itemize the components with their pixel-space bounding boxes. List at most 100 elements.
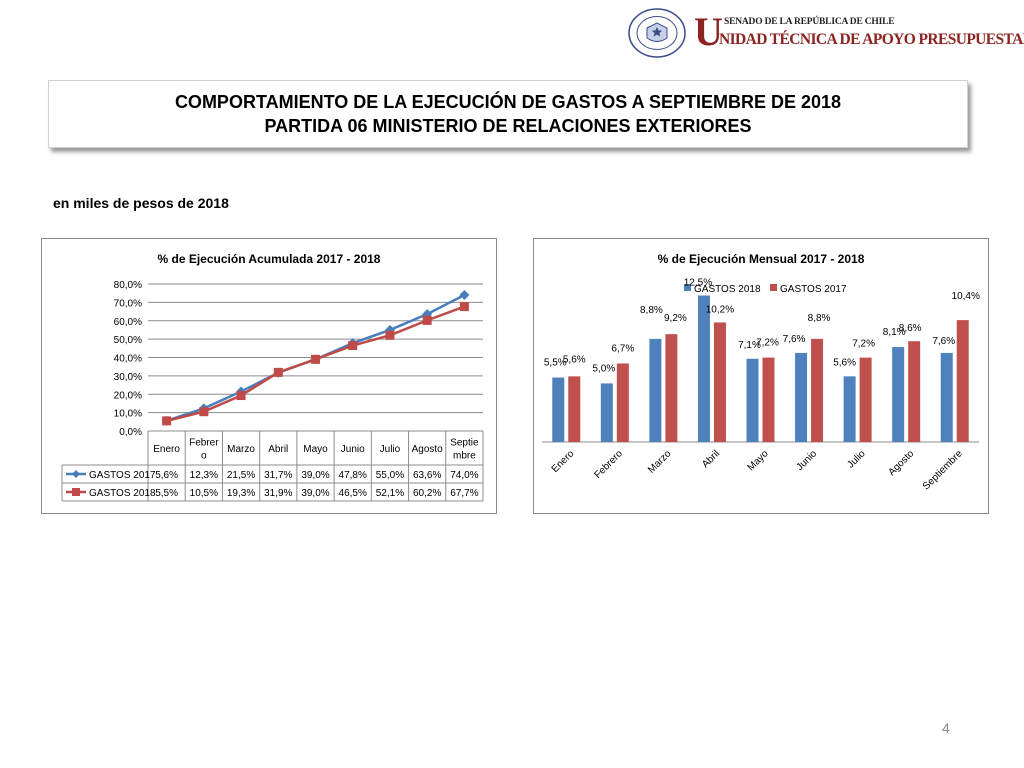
bar-0 [600, 383, 613, 442]
cumulative-execution-chart: % de Ejecución Acumulada 2017 - 2018 0,0%… [41, 238, 497, 514]
data-point-marker [162, 416, 172, 426]
bar-1 [908, 341, 921, 442]
bar-data-label: 7,1% [738, 340, 761, 351]
bar-1 [713, 322, 726, 442]
bar-1 [665, 334, 678, 442]
data-point-marker [236, 391, 246, 401]
bar-data-label: 5,5% [544, 358, 567, 369]
table-cell-value: 74,0% [450, 470, 478, 481]
monthly-execution-bar-chart: % de Ejecución Mensual 2017 - 2018 GASTOS… [542, 252, 980, 492]
bar-1 [616, 363, 629, 442]
bar-data-label: 7,6% [783, 334, 806, 345]
x-category-label: Julio [845, 448, 868, 471]
data-point-marker [199, 407, 209, 417]
data-point-marker [273, 367, 283, 377]
data-point-marker [422, 309, 433, 320]
legend-swatch [684, 284, 691, 291]
table-cell-value: 47,8% [339, 470, 367, 481]
x-category-label: Junio [341, 444, 365, 455]
data-point-marker [385, 330, 395, 340]
x-category-label: Septie [450, 438, 479, 449]
slide-title-line-2: PARTIDA 06 MINISTERIO DE RELACIONES EXTE… [264, 116, 752, 136]
y-tick-label: 80,0% [114, 280, 142, 291]
chart-title: % de Ejecución Acumulada 2017 - 2018 [158, 252, 381, 266]
bar-1 [811, 338, 824, 442]
bar-data-label: 9,2% [664, 313, 687, 324]
table-cell-value: 10,5% [190, 488, 218, 499]
x-category-label: mbre [453, 451, 476, 462]
bar-data-label: 10,2% [706, 304, 734, 315]
x-category-label: Enero [153, 444, 180, 455]
table-cell-value: 55,0% [376, 470, 404, 481]
bar-data-label: 7,2% [756, 338, 779, 349]
table-cell-value: 5,6% [155, 470, 178, 481]
cumulative-execution-line-chart: % de Ejecución Acumulada 2017 - 2018 0,0%… [61, 252, 484, 502]
bar-data-label: 8,6% [899, 323, 922, 334]
bar-1 [762, 357, 775, 442]
bar-1 [568, 376, 581, 442]
x-category-label: Marzo [646, 448, 674, 476]
bar-0 [795, 352, 808, 442]
page-number: 4 [942, 720, 950, 736]
legend-series-name: GASTOS 2017 [89, 470, 156, 481]
institution-initial: U [694, 9, 723, 54]
bar-0 [649, 338, 662, 442]
bar-data-label: 5,6% [833, 357, 856, 368]
slide-title-line-1: COMPORTAMIENTO DE LA EJECUCIÓN DE GASTOS… [174, 92, 842, 112]
data-point-marker [422, 315, 432, 325]
data-point-marker [459, 290, 470, 301]
x-category-label: Julio [380, 444, 401, 455]
y-tick-label: 0,0% [119, 427, 142, 438]
bar-1 [956, 320, 969, 442]
table-cell-value: 31,7% [264, 470, 292, 481]
bar-data-label: 8,1% [883, 327, 906, 338]
bar-data-label: 5,6% [563, 354, 586, 365]
bar-0 [552, 377, 565, 442]
legend-swatch [770, 284, 777, 291]
bar-1 [859, 357, 872, 442]
table-cell-value: 67,7% [450, 488, 478, 499]
x-category-label: Septiembre [921, 448, 965, 492]
table-cell-value: 5,5% [155, 488, 178, 499]
x-category-label: Agosto [886, 448, 916, 478]
data-point-marker [459, 302, 469, 312]
bar-0 [746, 358, 759, 442]
bar-0 [940, 352, 953, 442]
table-cell-value: 52,1% [376, 488, 404, 499]
legend-series-name: GASTOS 2018 [89, 488, 156, 499]
y-tick-label: 10,0% [114, 409, 142, 420]
x-category-label: Marzo [227, 444, 255, 455]
x-category-label: Mayo [303, 444, 328, 455]
y-tick-label: 60,0% [114, 317, 142, 328]
slide-title-box: COMPORTAMIENTO DE LA EJECUCIÓN DE GASTOS… [48, 80, 968, 148]
table-cell-value: 60,2% [413, 488, 441, 499]
bar-data-label: 7,2% [852, 339, 875, 350]
legend-series-name: GASTOS 2017 [780, 284, 847, 295]
senate-seal-icon [628, 8, 686, 58]
table-cell-value: 39,0% [301, 488, 329, 499]
legend-series-name: GASTOS 2018 [694, 284, 761, 295]
x-category-label: Agosto [412, 444, 444, 455]
x-category-label: Mayo [746, 448, 771, 473]
bar-0 [892, 347, 905, 442]
bar-data-label: 5,0% [592, 363, 615, 374]
bar-data-label: 8,8% [808, 313, 831, 324]
y-tick-label: 70,0% [114, 298, 142, 309]
bar-data-label: 10,4% [952, 291, 980, 302]
x-category-label: Enero [550, 448, 577, 475]
x-category-label: Junio [794, 448, 819, 473]
data-point-marker [348, 341, 358, 351]
y-tick-label: 20,0% [114, 390, 142, 401]
table-cell-value: 63,6% [413, 470, 441, 481]
monthly-execution-chart: % de Ejecución Mensual 2017 - 2018 GASTOS… [533, 238, 989, 514]
data-point-marker [311, 354, 320, 364]
legend-key-marker [72, 488, 80, 496]
institution-name: NIDAD TÉCNICA DE APOYO PRESUPUESTARIO [719, 31, 1024, 48]
x-category-label: Febrero [592, 448, 625, 481]
table-cell-value: 12,3% [190, 470, 218, 481]
units-subtitle: en miles de pesos de 2018 [53, 195, 229, 211]
table-cell-value: 46,5% [339, 488, 367, 499]
bar-data-label: 8,8% [640, 305, 663, 316]
x-category-label: Febrer [189, 438, 219, 449]
institution-top-line: SENADO DE LA REPÚBLICA DE CHILE [724, 17, 895, 27]
